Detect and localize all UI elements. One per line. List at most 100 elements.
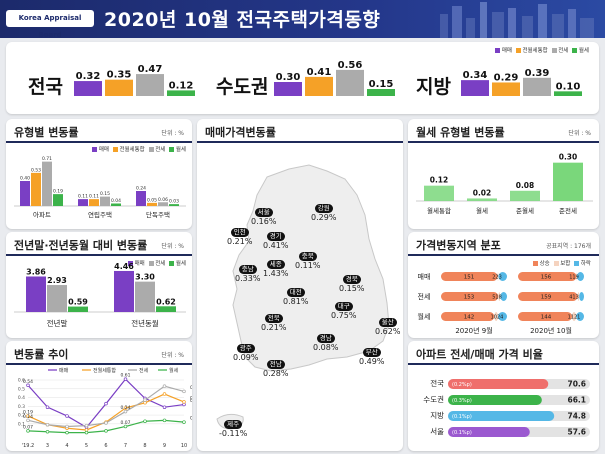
type-bar bbox=[111, 203, 121, 206]
title-divider bbox=[6, 141, 192, 143]
city-name: 전북 bbox=[264, 314, 283, 323]
distribution-segment bbox=[441, 272, 498, 281]
distribution-segment bbox=[579, 292, 584, 301]
city-name: 경기 bbox=[266, 232, 285, 241]
yearend-bar bbox=[47, 285, 67, 312]
monthly-category-label: 준월세 bbox=[516, 206, 534, 215]
summary-bar bbox=[74, 81, 102, 96]
data-label: 0.07 bbox=[23, 424, 33, 430]
monthly-bar-label: 0.08 bbox=[516, 181, 535, 190]
map-city: 경북 0.15% bbox=[339, 274, 364, 294]
series-point bbox=[104, 401, 108, 406]
type-bar bbox=[89, 199, 99, 206]
summary-bar bbox=[461, 80, 489, 96]
city-name: 대구 bbox=[334, 302, 353, 311]
legend-swatch bbox=[112, 146, 118, 152]
city-name: 대전 bbox=[286, 288, 305, 297]
monthly-bar bbox=[510, 190, 540, 201]
city-value: 0.41% bbox=[263, 241, 289, 250]
legend-swatch bbox=[533, 260, 539, 266]
monthly-rent-chart: 0.12 월세통합 0.02 월세 0.08 준월세 0.30 준전세 bbox=[416, 153, 593, 215]
data-label: 0.32 bbox=[190, 398, 192, 404]
city-name: 울산 bbox=[378, 318, 397, 327]
series-point bbox=[26, 429, 30, 433]
ratio-bar bbox=[448, 427, 530, 437]
ratio-change: (0.1%p) bbox=[452, 414, 472, 420]
summary-bar bbox=[167, 90, 195, 96]
legend-swatch bbox=[515, 47, 521, 53]
series-point bbox=[123, 377, 128, 381]
data-label: 0.61 bbox=[120, 373, 130, 379]
distribution-segment bbox=[498, 292, 501, 301]
city-name: 경북 bbox=[342, 275, 361, 284]
ratio-value: 57.6 bbox=[567, 428, 586, 437]
distribution-panel: 가격변동지역 분포 공표지역 : 176개 상승 보합 하락 매매 151 223 1… bbox=[408, 232, 599, 338]
legend-label: 전세 bbox=[558, 48, 569, 54]
city-name: 광주 bbox=[236, 344, 255, 353]
legend-label: 월세 bbox=[169, 367, 179, 374]
panel-title: 변동률 추이 bbox=[14, 348, 69, 361]
map-city: 대전 0.81% bbox=[283, 287, 308, 307]
type-bar bbox=[169, 204, 179, 206]
yearend-category-label: 전년동월 bbox=[131, 318, 159, 328]
distribution-value: 1024 bbox=[491, 315, 504, 321]
yearend-bar bbox=[135, 281, 155, 312]
yearend-bar-label: 4.46 bbox=[114, 262, 134, 271]
series-point bbox=[84, 430, 89, 435]
distribution-segment bbox=[497, 272, 499, 281]
city-value: 0.75% bbox=[331, 311, 357, 320]
legend-label: 매매 bbox=[501, 48, 512, 54]
unit-label: 단위 : % bbox=[161, 352, 184, 359]
distribution-value: 518 bbox=[492, 295, 502, 301]
summary-bar bbox=[274, 82, 302, 96]
map-city: 광주 0.09% bbox=[233, 343, 258, 363]
city-value: 0.28% bbox=[263, 369, 289, 378]
series-point bbox=[123, 409, 128, 414]
summary-bar-label: 0.12 bbox=[169, 80, 194, 91]
city-value: 0.81% bbox=[283, 297, 309, 306]
legend-swatch bbox=[572, 47, 578, 53]
monthly-bar-label: 0.12 bbox=[430, 176, 449, 185]
distribution-value: 144 bbox=[541, 315, 552, 321]
panel-title: 아파트 전세/매매 가격 비율 bbox=[416, 348, 543, 361]
series-point bbox=[26, 383, 30, 388]
ratio-change: (0.1%p) bbox=[452, 430, 472, 436]
distribution-value: 223 bbox=[492, 275, 502, 281]
unit-label: 단위 : % bbox=[568, 130, 591, 137]
summary-region-label: 지방 bbox=[416, 76, 451, 98]
legend-label: 월세 bbox=[175, 261, 186, 267]
ratio-region: 수도권 bbox=[423, 395, 444, 404]
type-bar-label: 0.15 bbox=[100, 191, 110, 197]
panel-title: 월세 유형별 변동률 bbox=[416, 126, 505, 139]
city-name: 강원 bbox=[314, 204, 333, 213]
summary-bar-label: 0.29 bbox=[494, 72, 519, 83]
city-value: 0.11% bbox=[295, 261, 321, 270]
y-tick-label: 0.5 bbox=[18, 386, 25, 392]
series-point bbox=[162, 384, 167, 388]
monthly-bar-label: 0.30 bbox=[559, 153, 578, 162]
summary-bar bbox=[523, 77, 551, 96]
summary-bar-label: 0.47 bbox=[138, 64, 163, 75]
period-label: 2020년 10월 bbox=[530, 326, 572, 335]
summary-region-label: 수도권 bbox=[216, 76, 269, 98]
series-point bbox=[182, 400, 186, 404]
map-city: 충북 0.11% bbox=[295, 251, 320, 271]
data-label: 0.19 bbox=[23, 409, 33, 415]
data-label: 0.14 bbox=[23, 414, 33, 420]
distribution-chart: 매매 151 223 156 119 전세 153 518 159 413 월세 142 1024 144… bbox=[418, 272, 584, 335]
series-point bbox=[162, 418, 167, 423]
series-point bbox=[162, 405, 167, 409]
summary-bar-label: 0.10 bbox=[556, 81, 581, 92]
distribution-segment bbox=[572, 312, 577, 321]
distribution-segment bbox=[498, 312, 507, 321]
legend-label: 하락 bbox=[580, 261, 591, 267]
distribution-value: 119 bbox=[569, 275, 579, 281]
series-point bbox=[45, 422, 50, 427]
type-bar bbox=[78, 199, 88, 206]
legend-label: 보합 bbox=[560, 261, 571, 267]
series-point bbox=[182, 420, 186, 424]
distribution-value: 156 bbox=[541, 275, 552, 281]
type-bar-label: 0.06 bbox=[158, 197, 168, 203]
series-point bbox=[84, 423, 89, 428]
title-divider bbox=[6, 363, 192, 365]
